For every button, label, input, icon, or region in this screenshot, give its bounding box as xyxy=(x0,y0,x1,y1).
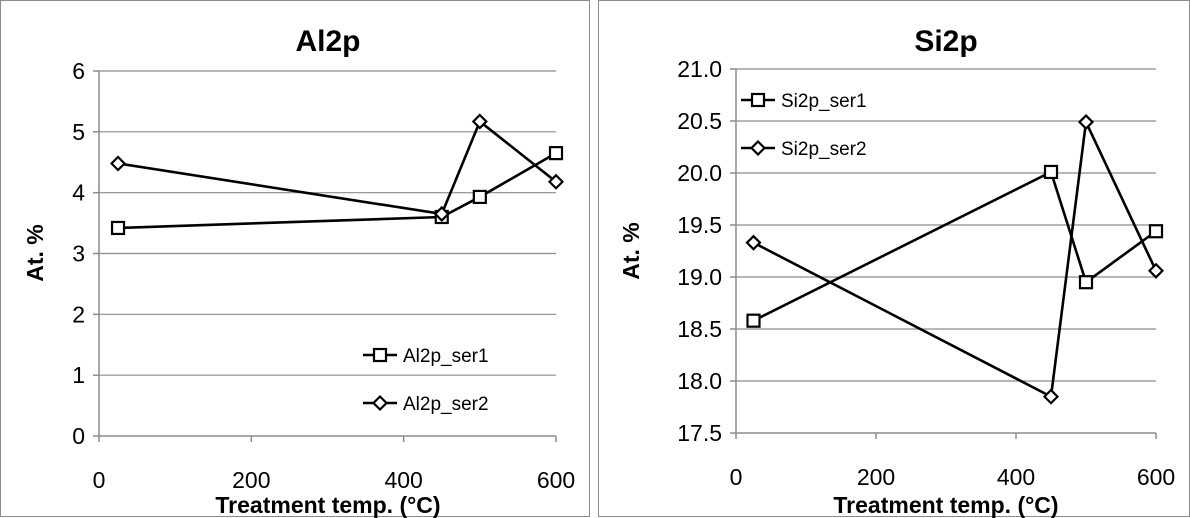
y-axis-label: At. % xyxy=(22,224,48,282)
legend-label: Si2p_ser1 xyxy=(781,91,867,112)
series-diamond xyxy=(745,113,1165,405)
chart-title: Al2p xyxy=(295,25,360,58)
legend-marker xyxy=(372,347,388,363)
data-point xyxy=(1148,224,1164,239)
x-tick-label: 200 xyxy=(232,467,270,493)
chart-panel-al2p: 0 1 2 3 4 5 6 0 200 400 600 Al2p Treatment temp. (°C… xyxy=(0,0,590,518)
y-tick-label: 18.0 xyxy=(677,368,722,394)
x-axis-label: Treatment temp. (°C) xyxy=(215,492,440,518)
data-point xyxy=(746,313,761,328)
x-tick-label: 600 xyxy=(537,467,575,493)
x-tick-label: 0 xyxy=(93,467,106,493)
y-tick-label: 19.0 xyxy=(677,264,722,290)
x-tick-label: 200 xyxy=(857,464,895,490)
y-tick-label: 18.5 xyxy=(677,316,722,342)
data-point xyxy=(110,220,126,236)
y-tick-label: 21.0 xyxy=(677,56,722,82)
chart-title: Si2p xyxy=(914,25,977,58)
series-square xyxy=(746,164,1164,328)
series-line xyxy=(117,151,557,230)
data-point xyxy=(1078,275,1094,290)
x-tick-label: 400 xyxy=(997,464,1035,490)
x-tick-label: 400 xyxy=(384,467,422,493)
legend-marker xyxy=(371,394,389,412)
data-point xyxy=(1077,113,1095,131)
y-tick-label: 20.5 xyxy=(677,108,722,134)
data-point xyxy=(1147,262,1165,279)
data-point xyxy=(472,189,487,205)
chart-panel-si2p: 17.5 18.0 18.5 19.0 19.5 20.0 20.5 21.0 0 200 400 6… xyxy=(598,0,1190,518)
data-point xyxy=(1042,388,1060,405)
y-tick-label: 4 xyxy=(72,180,85,206)
x-tick-label: 0 xyxy=(730,464,743,490)
data-point xyxy=(1043,164,1059,180)
y-axis-label: At. % xyxy=(618,222,644,280)
y-tick-label: 1 xyxy=(72,362,85,388)
series-diamond xyxy=(109,113,565,223)
legend-marker xyxy=(749,139,767,157)
legend-label: Al2p_ser2 xyxy=(403,394,489,415)
data-point xyxy=(547,173,565,190)
data-point xyxy=(745,234,762,251)
data-point xyxy=(548,146,564,161)
y-tick-label: 6 xyxy=(72,58,85,84)
legend-label: Al2p_ser1 xyxy=(403,346,489,367)
data-point xyxy=(433,205,450,223)
chart-si2p: 17.5 18.0 18.5 19.0 19.5 20.0 20.5 21.0 0 200 400 6… xyxy=(618,25,1175,518)
x-axis-label: Treatment temp. (°C) xyxy=(833,492,1058,518)
y-tick-label: 3 xyxy=(72,241,85,267)
data-point xyxy=(471,113,488,130)
legend-label: Si2p_ser2 xyxy=(781,139,867,160)
chart-al2p: 0 1 2 3 4 5 6 0 200 400 600 Al2p Treatment temp. (°C… xyxy=(22,25,575,518)
data-point xyxy=(109,155,127,172)
series-line xyxy=(752,117,1158,399)
y-tick-label: 0 xyxy=(72,423,85,449)
legend: Si2p_ser1 Si2p_ser2 xyxy=(741,91,867,160)
legend-marker xyxy=(750,92,766,108)
y-tick-label: 2 xyxy=(72,301,85,327)
series-line xyxy=(117,119,557,216)
series-square xyxy=(110,146,564,236)
series-line xyxy=(752,170,1157,322)
y-tick-label: 20.0 xyxy=(677,160,722,186)
y-tick-label: 19.5 xyxy=(677,212,722,238)
y-tick-label: 17.5 xyxy=(677,420,722,446)
x-tick-label: 600 xyxy=(1137,464,1175,490)
y-tick-label: 5 xyxy=(72,119,85,145)
legend: Al2p_ser1 Al2p_ser2 xyxy=(363,346,489,415)
